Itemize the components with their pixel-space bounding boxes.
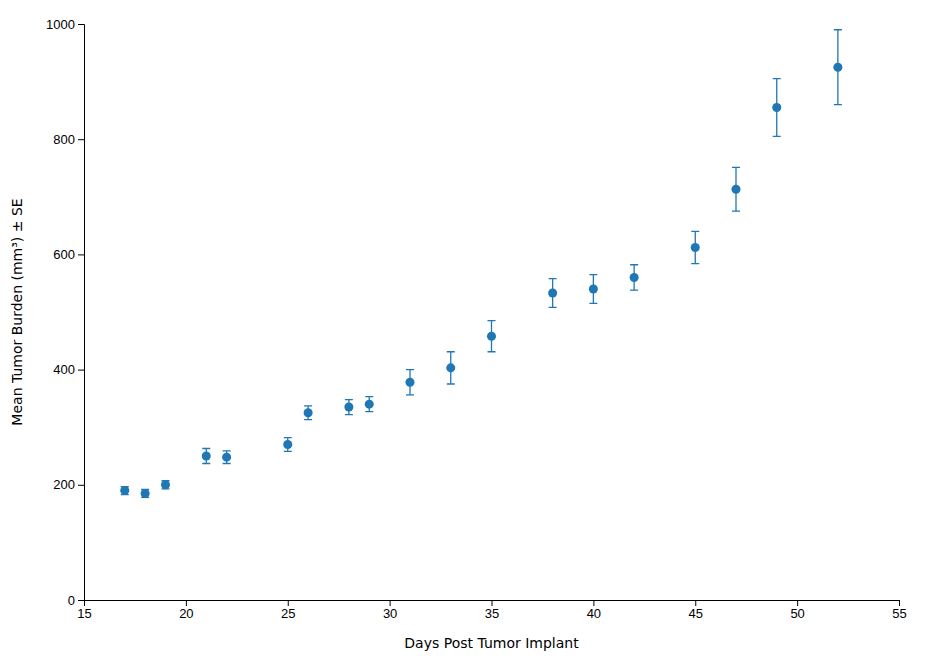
tick: 400	[53, 362, 84, 377]
tick-mark	[288, 600, 289, 606]
y-axis-title: Mean Tumor Burden (mm³) ± SE	[9, 198, 25, 425]
x-axis-title: Days Post Tumor Implant	[404, 635, 579, 651]
plot: 15 20 25 30 35 40 45 50 55 0 200 400 600 800 1000	[46, 17, 907, 622]
tick-mark	[78, 600, 84, 601]
tick-label: 25	[281, 606, 295, 621]
error-bar	[365, 397, 373, 412]
point	[405, 378, 414, 387]
tick: 20	[179, 600, 193, 621]
tick-mark	[78, 485, 84, 486]
marks	[120, 30, 842, 498]
error-bar	[121, 487, 129, 495]
tick-mark	[390, 600, 391, 606]
tick-label: 0	[68, 593, 75, 608]
tick-label: 50	[790, 606, 804, 621]
tick: 1000	[46, 17, 84, 32]
point	[161, 480, 170, 489]
tick-mark	[797, 600, 798, 606]
error-bar	[773, 79, 781, 137]
point	[365, 400, 374, 409]
tick: 25	[281, 600, 295, 621]
tick-mark	[78, 24, 84, 25]
tick-mark	[899, 600, 900, 606]
point	[487, 332, 496, 341]
error-bar	[732, 167, 740, 211]
point	[283, 440, 292, 449]
point	[344, 403, 353, 412]
point	[548, 288, 557, 297]
point	[772, 103, 781, 112]
tick-mark	[186, 600, 187, 606]
tick-mark	[492, 600, 493, 606]
error-bar	[406, 370, 414, 395]
tick-label: 30	[383, 606, 397, 621]
tick-mark	[78, 370, 84, 371]
axis-line	[78, 25, 85, 601]
error-bar	[345, 400, 353, 415]
error-bar	[589, 275, 597, 304]
error-bar	[162, 481, 170, 489]
chart: 15 20 25 30 35 40 45 50 55 0 200 400 600 800 1000 Days …	[0, 0, 935, 664]
tick-mark	[593, 600, 594, 606]
tick: 45	[689, 600, 703, 621]
tick-label: 200	[53, 477, 75, 492]
point	[731, 185, 740, 194]
point	[589, 284, 598, 293]
error-bar	[202, 449, 210, 464]
tick: 30	[383, 600, 397, 621]
tick: 55	[892, 600, 906, 621]
point	[691, 243, 700, 252]
error-bar	[304, 406, 312, 420]
point	[202, 451, 211, 460]
tick-label: 20	[179, 606, 193, 621]
error-bar	[834, 30, 842, 105]
tick-mark	[695, 600, 696, 606]
error-bar	[691, 231, 699, 263]
error-bar	[223, 451, 231, 464]
tick: 600	[53, 247, 84, 262]
tick: 50	[790, 600, 804, 621]
tick: 15	[77, 600, 91, 621]
tick-label: 15	[77, 606, 91, 621]
point	[120, 486, 129, 495]
point	[222, 453, 231, 462]
tick-mark	[78, 254, 84, 255]
error-bar	[549, 279, 557, 308]
error-bar	[447, 352, 455, 384]
tick-label: 400	[53, 362, 75, 377]
tick: 35	[485, 600, 499, 621]
tick-label: 35	[485, 606, 499, 621]
error-bar	[141, 489, 149, 497]
error-bar	[488, 321, 496, 352]
point	[304, 408, 313, 417]
tick-label: 1000	[46, 17, 75, 32]
axis-line	[85, 601, 900, 607]
error-bar	[284, 438, 292, 452]
point	[630, 273, 639, 282]
point	[141, 489, 150, 498]
tick-label: 600	[53, 247, 75, 262]
tick: 800	[53, 132, 84, 147]
y-axis: 0 200 400 600 800 1000	[46, 17, 84, 608]
x-axis: 15 20 25 30 35 40 45 50 55	[77, 600, 906, 621]
point	[833, 63, 842, 72]
error-bar	[630, 265, 638, 290]
tick-mark	[78, 139, 84, 140]
tick-label: 40	[587, 606, 601, 621]
tick: 40	[587, 600, 601, 621]
tick-label: 800	[53, 132, 75, 147]
tick: 200	[53, 477, 84, 492]
tick-label: 55	[892, 606, 906, 621]
tick: 0	[68, 593, 84, 608]
point	[446, 363, 455, 372]
tick-label: 45	[689, 606, 703, 621]
